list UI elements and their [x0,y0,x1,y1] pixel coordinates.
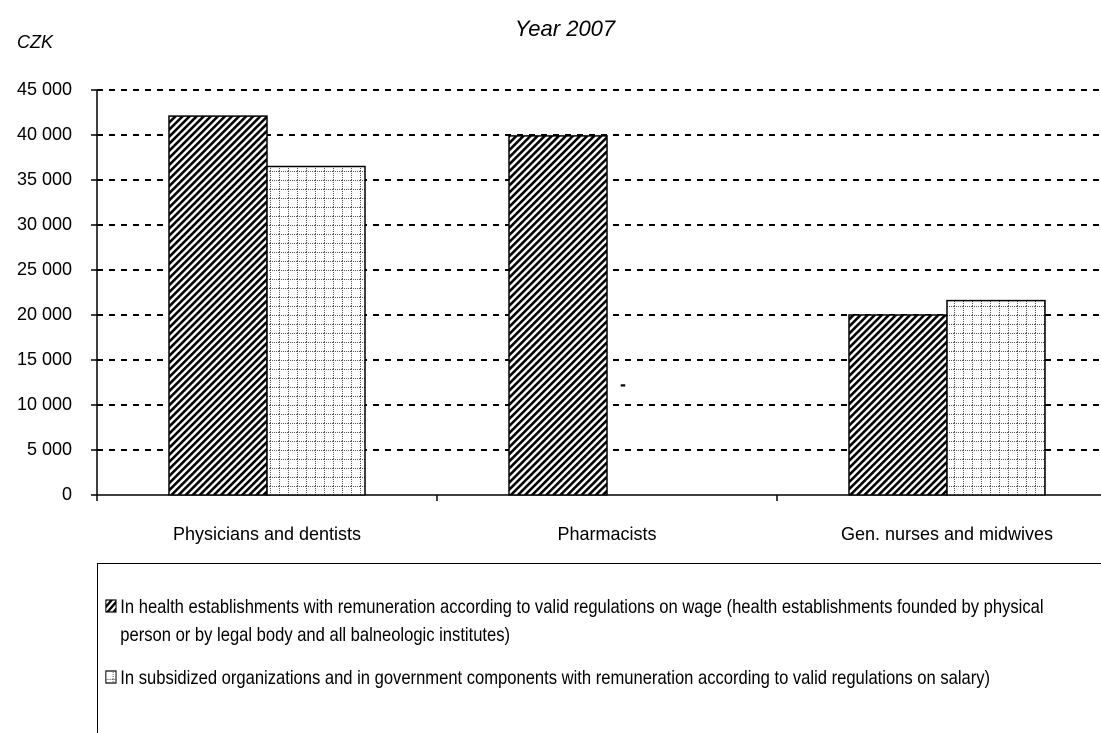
legend-entry: In subsidized organizations and in gover… [105,664,1091,692]
bar [946,299,1046,496]
bar [168,115,268,496]
x-tick-label: Pharmacists [557,524,656,544]
legend: In health establishments with remunerati… [97,563,1101,733]
legend-label: In health establishments with remunerati… [120,596,1044,646]
legend-swatch-rect [105,670,117,684]
y-tick-label: 25 000 [17,259,72,279]
bar [848,314,948,496]
legend-entry: In health establishments with remunerati… [105,593,1091,649]
y-tick-label: 35 000 [17,169,72,189]
legend-swatch [105,670,117,684]
value-label: - [620,374,626,394]
y-tick-label: 15 000 [17,349,72,369]
y-tick-label: 20 000 [17,304,72,324]
legend-swatch [105,599,117,613]
y-tick-label: 45 000 [17,79,72,99]
legend-swatch-rect [105,599,117,613]
y-tick-label: 40 000 [17,124,72,144]
y-axis-label: CZK [17,32,54,52]
y-tick-label: 30 000 [17,214,72,234]
x-tick-label: Gen. nurses and midwives [841,524,1053,544]
bar [508,135,608,496]
y-tick-label: 0 [62,484,72,504]
chart-title: Year 2007 [515,16,616,41]
x-tick-label: Physicians and dentists [173,524,361,544]
y-tick-label: 10 000 [17,394,72,414]
legend-label: In subsidized organizations and in gover… [120,667,991,689]
bar [266,165,366,496]
y-tick-label: 5 000 [27,439,72,459]
